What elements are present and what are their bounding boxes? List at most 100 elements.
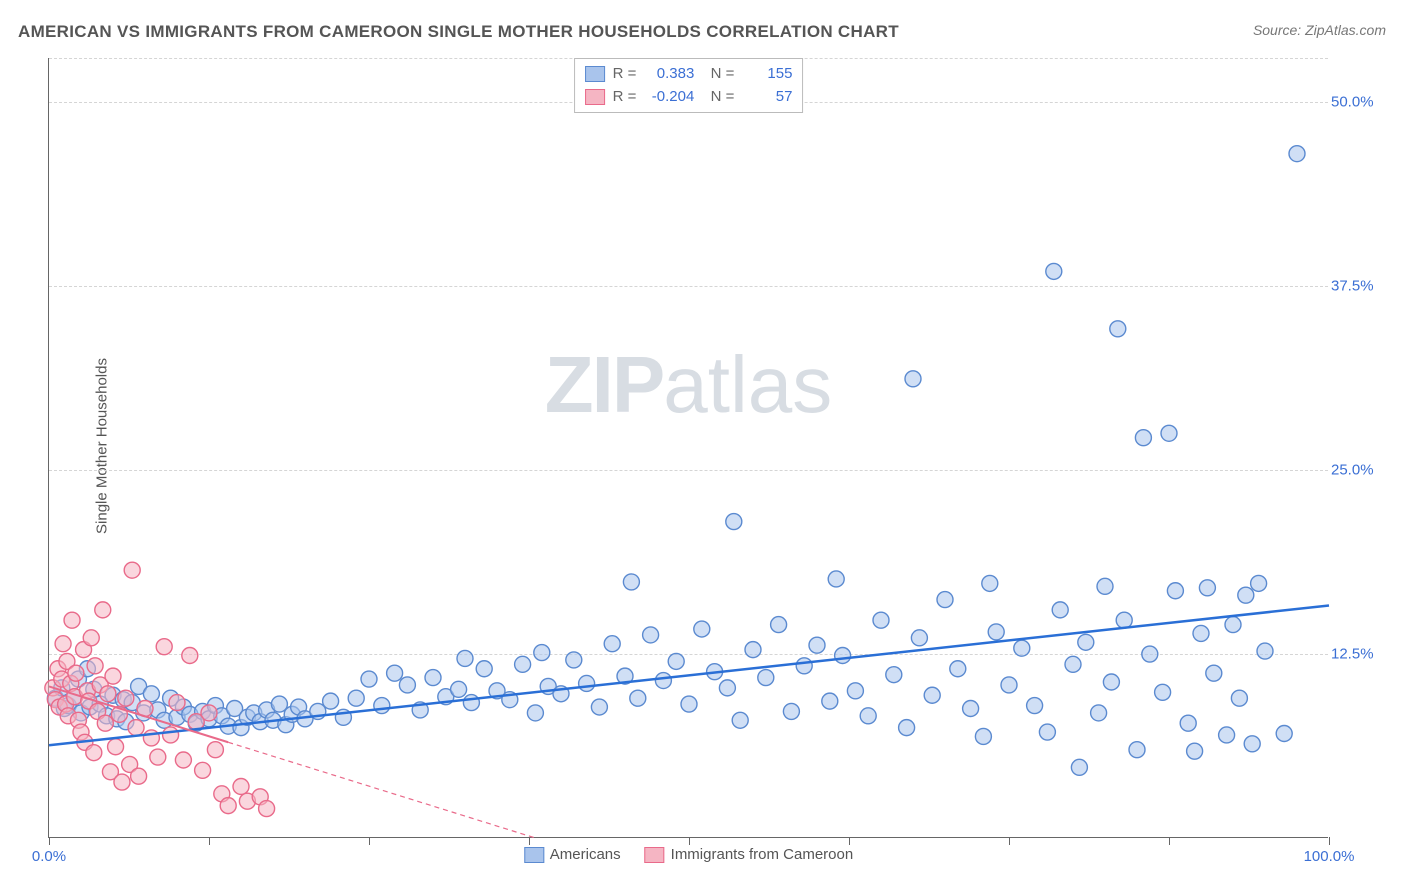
data-point bbox=[1142, 646, 1158, 662]
data-point bbox=[1231, 690, 1247, 706]
legend-swatch bbox=[524, 847, 544, 863]
data-point bbox=[1103, 674, 1119, 690]
data-point bbox=[220, 798, 236, 814]
data-point bbox=[899, 720, 915, 736]
data-point bbox=[604, 636, 620, 652]
data-point bbox=[988, 624, 1004, 640]
data-point bbox=[1225, 617, 1241, 633]
data-point bbox=[796, 658, 812, 674]
data-point bbox=[201, 705, 217, 721]
legend-series-label: Americans bbox=[550, 846, 621, 863]
x-tick bbox=[689, 837, 690, 845]
data-point bbox=[1129, 742, 1145, 758]
data-point bbox=[1238, 587, 1254, 603]
data-point bbox=[124, 562, 140, 578]
data-point bbox=[527, 705, 543, 721]
data-point bbox=[64, 612, 80, 628]
x-tick bbox=[49, 837, 50, 845]
data-point bbox=[1091, 705, 1107, 721]
data-point bbox=[1071, 759, 1087, 775]
data-point bbox=[1110, 321, 1126, 337]
data-point bbox=[579, 675, 595, 691]
data-point bbox=[630, 690, 646, 706]
data-point bbox=[1289, 146, 1305, 162]
data-point bbox=[1187, 743, 1203, 759]
data-point bbox=[95, 602, 111, 618]
data-point bbox=[259, 801, 275, 817]
data-point bbox=[809, 637, 825, 653]
correlation-chart: AMERICAN VS IMMIGRANTS FROM CAMEROON SIN… bbox=[0, 0, 1406, 892]
data-point bbox=[108, 739, 124, 755]
data-point bbox=[163, 727, 179, 743]
data-point bbox=[1135, 430, 1151, 446]
data-point bbox=[86, 745, 102, 761]
plot-area: ZIPatlas 12.5%25.0%37.5%50.0% 0.0%100.0%… bbox=[48, 58, 1328, 838]
legend-swatch bbox=[585, 89, 605, 105]
x-tick bbox=[1009, 837, 1010, 845]
data-point bbox=[1167, 583, 1183, 599]
data-point bbox=[425, 670, 441, 686]
data-point bbox=[374, 698, 390, 714]
data-point bbox=[348, 690, 364, 706]
data-point bbox=[323, 693, 339, 709]
data-point bbox=[1193, 625, 1209, 641]
legend-stat-row: R =0.383 N =155 bbox=[585, 63, 793, 86]
data-point bbox=[118, 690, 134, 706]
x-tick bbox=[849, 837, 850, 845]
data-point bbox=[643, 627, 659, 643]
data-point bbox=[655, 673, 671, 689]
y-tick-label: 12.5% bbox=[1331, 646, 1386, 663]
data-point bbox=[207, 742, 223, 758]
data-point bbox=[87, 658, 103, 674]
data-point bbox=[758, 670, 774, 686]
legend-series: Americans Immigrants from Cameroon bbox=[524, 846, 853, 863]
data-point bbox=[835, 648, 851, 664]
trend-line bbox=[49, 605, 1329, 745]
x-tick bbox=[369, 837, 370, 845]
data-point bbox=[911, 630, 927, 646]
x-tick bbox=[529, 837, 530, 845]
data-point bbox=[476, 661, 492, 677]
data-point bbox=[828, 571, 844, 587]
chart-title: AMERICAN VS IMMIGRANTS FROM CAMEROON SIN… bbox=[18, 22, 899, 42]
data-point bbox=[623, 574, 639, 590]
data-point bbox=[1001, 677, 1017, 693]
x-tick-label: 0.0% bbox=[32, 848, 66, 865]
data-point bbox=[182, 648, 198, 664]
legend-series-item: Americans bbox=[524, 846, 621, 863]
data-point bbox=[783, 703, 799, 719]
legend-swatch bbox=[645, 847, 665, 863]
data-point bbox=[566, 652, 582, 668]
x-tick bbox=[1329, 837, 1330, 845]
data-point bbox=[719, 680, 735, 696]
data-point bbox=[55, 636, 71, 652]
data-point bbox=[668, 653, 684, 669]
data-point bbox=[1244, 736, 1260, 752]
data-point bbox=[463, 695, 479, 711]
data-point bbox=[732, 712, 748, 728]
data-point bbox=[83, 630, 99, 646]
data-point bbox=[457, 650, 473, 666]
y-tick-label: 37.5% bbox=[1331, 278, 1386, 295]
data-point bbox=[150, 749, 166, 765]
data-point bbox=[105, 668, 121, 684]
data-point bbox=[128, 720, 144, 736]
data-point bbox=[681, 696, 697, 712]
data-point bbox=[1052, 602, 1068, 618]
data-point bbox=[1027, 698, 1043, 714]
data-point bbox=[114, 774, 130, 790]
data-point bbox=[1257, 643, 1273, 659]
data-point bbox=[387, 665, 403, 681]
data-point bbox=[399, 677, 415, 693]
data-point bbox=[886, 667, 902, 683]
data-point bbox=[905, 371, 921, 387]
data-point bbox=[1046, 263, 1062, 279]
data-point bbox=[726, 514, 742, 530]
data-point bbox=[1161, 425, 1177, 441]
data-point bbox=[1155, 684, 1171, 700]
data-point bbox=[169, 695, 185, 711]
data-point bbox=[534, 645, 550, 661]
legend-series-item: Immigrants from Cameroon bbox=[645, 846, 854, 863]
data-point bbox=[143, 686, 159, 702]
data-point bbox=[68, 665, 84, 681]
